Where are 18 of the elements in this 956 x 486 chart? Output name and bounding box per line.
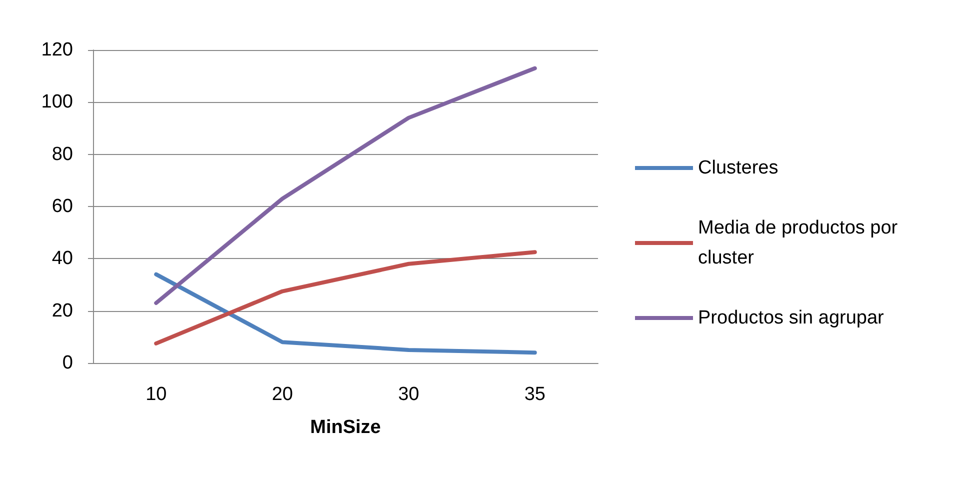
y-tick-label: 100: [41, 92, 73, 113]
y-tick-label: 0: [62, 352, 73, 374]
y-tick-label: 120: [41, 40, 73, 60]
line-series: [154, 250, 537, 346]
y-tick-label: 60: [52, 196, 73, 217]
legend-label: Media de productos por cluster: [698, 218, 903, 268]
x-tick-label: 10: [146, 384, 167, 405]
legend-label: Clusteres: [698, 158, 778, 178]
y-tick-label: 20: [52, 300, 73, 322]
line-series: [154, 66, 537, 306]
y-tick-label: 80: [52, 144, 73, 165]
legend-label: Productos sin agrupar: [698, 308, 885, 328]
x-axis-title: MinSize: [310, 417, 381, 438]
y-tick-label: 40: [52, 248, 73, 270]
line-series: [154, 272, 537, 355]
x-tick-label: 30: [398, 384, 420, 405]
x-tick-label: 35: [524, 384, 546, 405]
x-tick-label: 20: [272, 384, 293, 405]
